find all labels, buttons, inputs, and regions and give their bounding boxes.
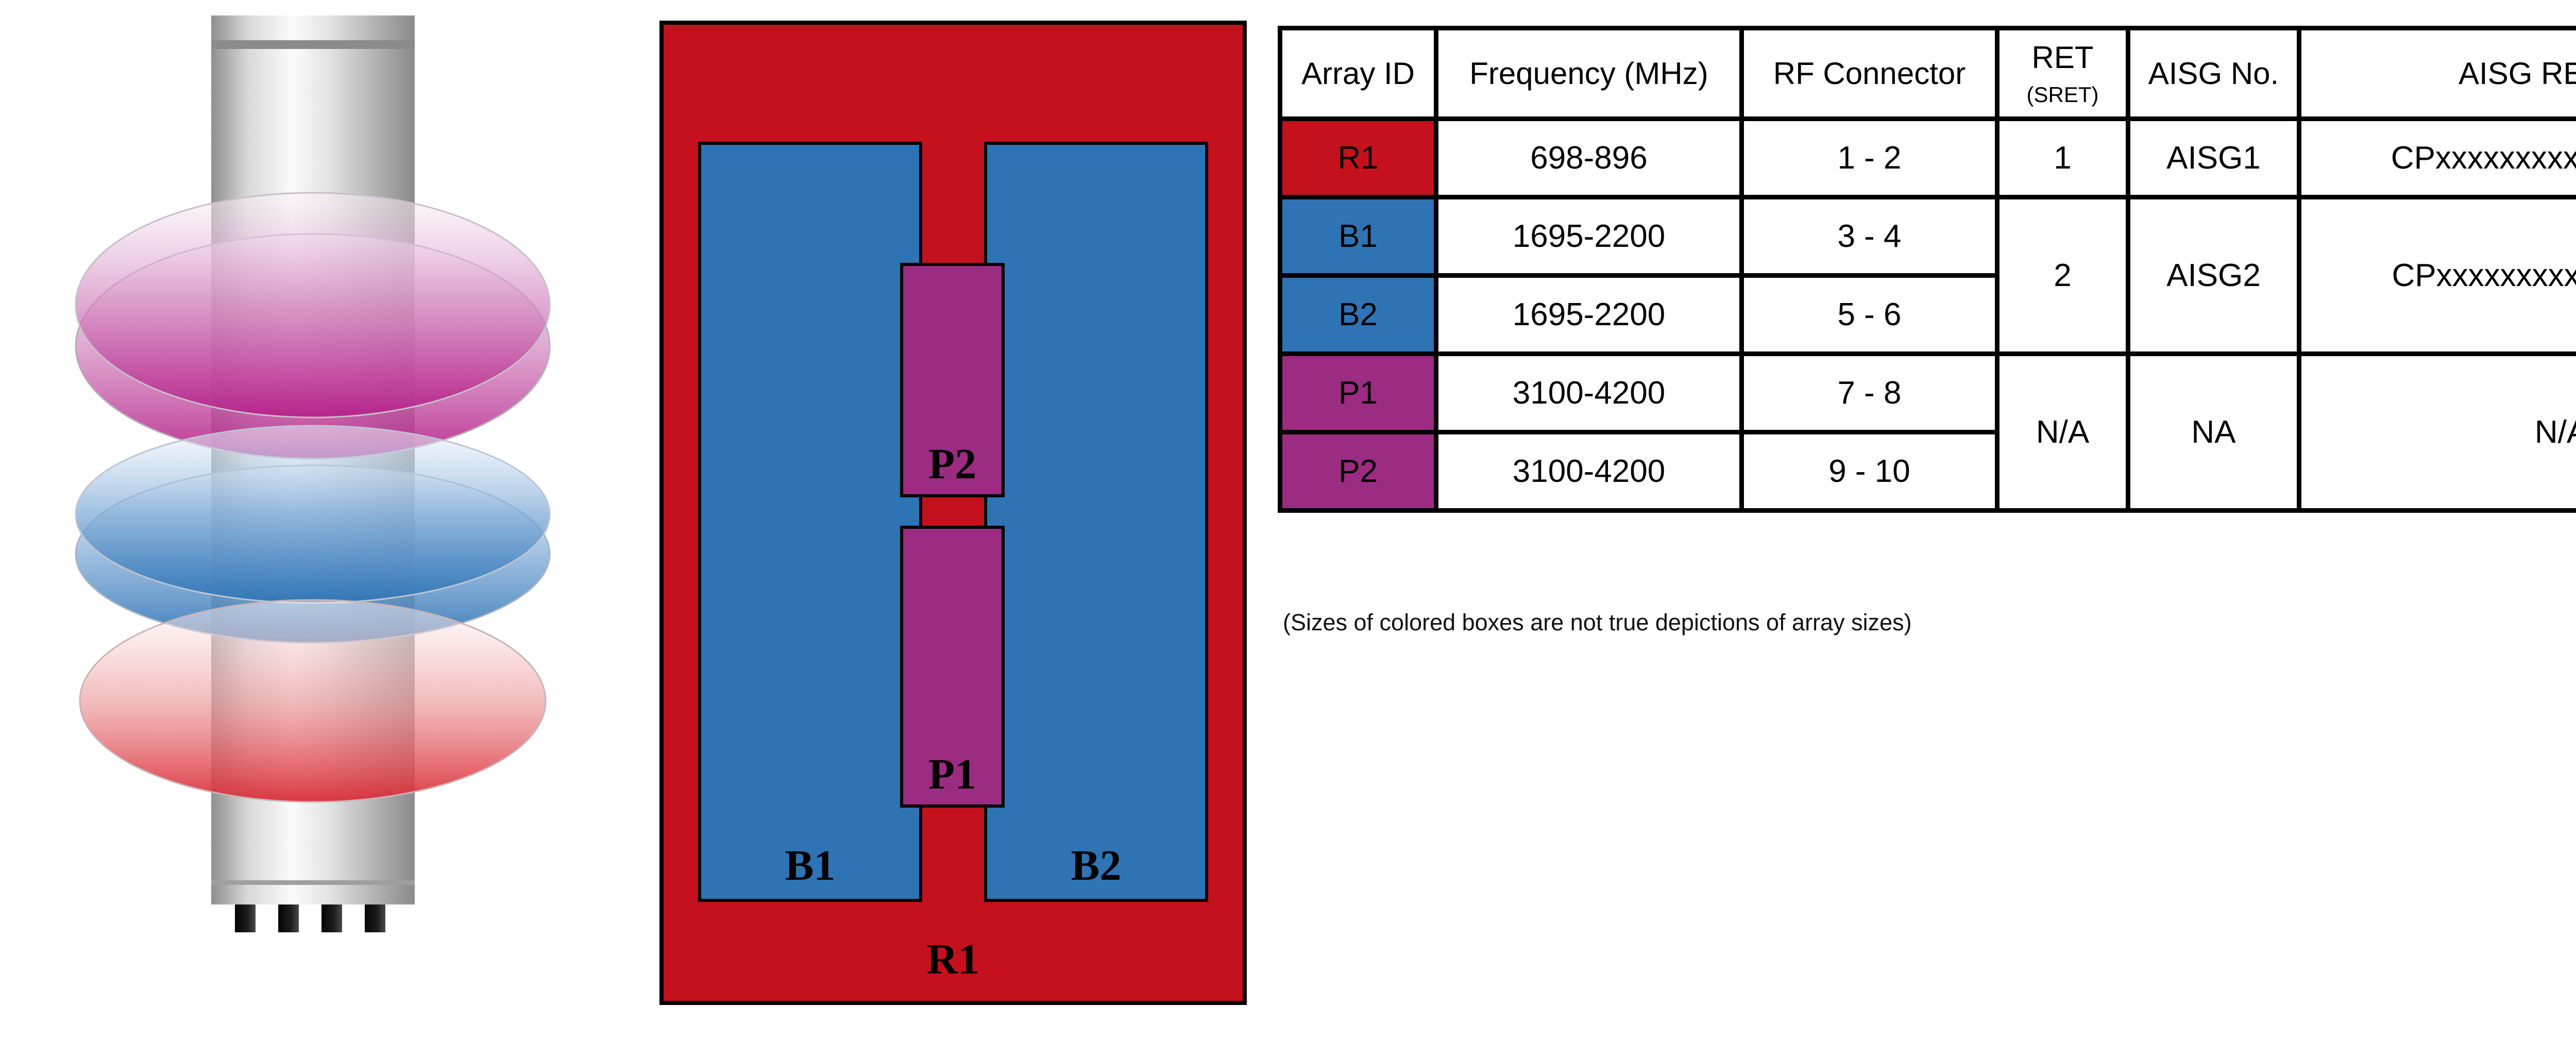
cell-aisg-ret-uid-p: N/A [2297,351,2576,513]
connector-pin [321,904,342,932]
beam-disc-red [79,599,547,803]
table-row-b1: B1 1695-2200 3 - 4 2 AISG2 CPxxxxxxxxxxx… [1278,195,2576,356]
cylinder-bottom-band [211,880,415,885]
header-ret-main: RET [2031,40,2094,75]
cell-rf-connector-b2: 5 - 6 [1739,273,1999,356]
array-label-p1: P1 [928,750,977,798]
cell-aisg-no-p: NA [2126,351,2301,513]
array-box-b1: B1 [698,142,922,902]
figure-caption: (Sizes of colored boxes are not true dep… [1283,609,1912,635]
array-label-r1: R1 [926,935,980,983]
cell-frequency-r1: 698-896 [1434,116,1744,199]
cell-ret-b: 2 [1995,195,2130,356]
array-box-p2: P2 [900,263,1005,497]
header-array-id: Array ID [1278,26,1438,121]
header-aisg-no: AISG No. [2126,26,2301,121]
connector-pin [278,904,299,932]
cell-frequency-b1: 1695-2200 [1434,195,1744,278]
array-spec-table: Array ID Frequency (MHz) RF Connector RE… [1278,26,2576,513]
header-ret-sub: (SRET) [2026,82,2099,107]
header-ret: RET (SRET) [1995,26,2130,121]
header-frequency: Frequency (MHz) [1434,26,1744,121]
cell-array-id-r1: R1 [1278,116,1438,199]
table-row-b2: B2 1695-2200 5 - 6 [1278,273,2576,356]
cell-rf-connector-p2: 9 - 10 [1739,430,1999,513]
array-label-b2: B2 [1071,842,1122,890]
cell-rf-connector-r1: 1 - 2 [1739,116,1999,199]
beam-disc-pink [75,192,551,460]
antenna-illustration [75,15,551,932]
table-header-row: Array ID Frequency (MHz) RF Connector RE… [1278,26,2576,121]
connector-pin [365,904,385,932]
connector-pin [235,904,256,932]
cell-rf-connector-b1: 3 - 4 [1739,195,1999,278]
beam-disc-blue [75,425,551,644]
array-box-p1: P1 [900,526,1005,808]
cell-array-id-b2: B2 [1278,273,1438,356]
table-row-r1: R1 698-896 1 - 2 1 AISG1 CPxxxxxxxxxxxxx… [1278,116,2576,199]
array-label-p2: P2 [928,440,977,488]
cell-array-id-b1: B1 [1278,195,1438,278]
array-box-b2: B2 [984,142,1208,902]
cell-ret-r1: 1 [1995,116,2130,199]
cell-frequency-b2: 1695-2200 [1434,273,1744,356]
antenna-connector-pins [235,904,385,932]
cell-aisg-ret-uid-b: CPxxxxxxxxxxxxxxxxB1 [2297,195,2576,356]
array-label-b1: B1 [785,842,836,890]
cell-array-id-p2: P2 [1278,430,1438,513]
cell-aisg-no-r1: AISG1 [2126,116,2301,199]
table-row-p2: P2 3100-4200 9 - 10 [1278,430,2576,513]
header-aisg-ret-uid: AISG RET UID [2297,26,2576,121]
cell-ret-p: N/A [1995,351,2130,513]
cell-rf-connector-p1: 7 - 8 [1739,351,1999,434]
cell-frequency-p1: 3100-4200 [1434,351,1744,434]
cell-frequency-p2: 3100-4200 [1434,430,1744,513]
table-row-p1: P1 3100-4200 7 - 8 N/A NA N/A [1278,351,2576,513]
cell-array-id-p1: P1 [1278,351,1438,434]
header-rf-connector: RF Connector [1739,26,1999,121]
cell-aisg-no-b: AISG2 [2126,195,2301,356]
cell-aisg-ret-uid-r1: CPxxxxxxxxxxxxxxxxR1 [2297,116,2576,199]
array-diagram: B1 B2 P2 P1 R1 [659,21,1247,1005]
cylinder-top-band [211,40,415,49]
